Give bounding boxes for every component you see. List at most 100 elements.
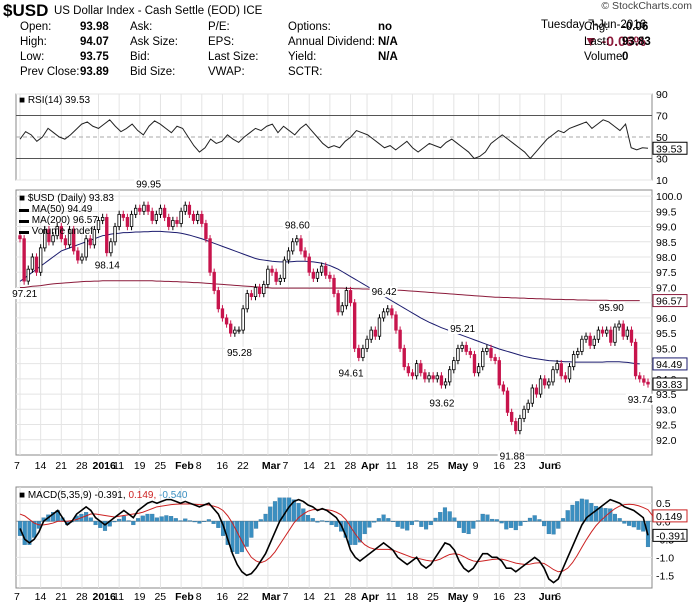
candle-body (133, 207, 138, 215)
candle (92, 225, 97, 249)
candle-body (109, 241, 113, 254)
macd-histogram-bar (258, 519, 263, 522)
candle-body (229, 323, 233, 334)
macd-histogram-bar (376, 518, 381, 522)
candle-body (361, 347, 365, 358)
candle (567, 363, 572, 383)
macd-histogram-bar (523, 521, 528, 522)
macd-histogram-bar (494, 519, 499, 522)
candle (629, 326, 634, 346)
candle (105, 213, 109, 257)
candle-body (92, 229, 97, 246)
candle-body (584, 335, 588, 340)
x-axis-label: 21 (55, 460, 67, 472)
quote-value: no (378, 21, 393, 33)
candle (72, 225, 76, 255)
price-annotation: 97.21 (10, 288, 39, 300)
x-axis-label: 16 (216, 460, 228, 472)
macd-histogram-bar (565, 510, 570, 522)
macd-legend: ■ MACD(5,35,9) -0.391, 0.149, -0.540 (19, 490, 188, 501)
candle-body (576, 351, 580, 355)
macd-histogram-bar (490, 518, 495, 522)
candle-body (154, 213, 159, 221)
quote-date: Tuesday 7-Jun-2016 (540, 19, 646, 31)
x-axis-label-bottom: Mar (262, 591, 281, 603)
candle-body (547, 381, 551, 386)
candle (369, 326, 373, 343)
candle-body (319, 265, 324, 273)
x-axis-label-bottom: 14 (35, 591, 47, 603)
candle-body (497, 360, 501, 386)
x-axis-label-bottom: 25 (154, 591, 166, 603)
quote-key: Prev Close: (20, 66, 80, 78)
macd-histogram-bar (102, 521, 108, 531)
quote-key: Low: (20, 51, 45, 63)
macd-histogram-bar (117, 518, 122, 522)
price-annotation-text: 96.42 (372, 287, 397, 298)
price-tag: 96.57 (652, 294, 688, 308)
quote-key: Open: (20, 21, 52, 33)
macd-histogram-bar (395, 521, 400, 527)
candle-body (125, 217, 130, 227)
candle-body (191, 213, 196, 221)
x-axis-label-bottom: 8 (196, 591, 202, 603)
candle (328, 271, 332, 282)
candle (493, 353, 497, 365)
rsi-ytick: 90 (656, 89, 668, 101)
price-annotation-text: 93.62 (429, 398, 454, 409)
x-axis-label: 19 (134, 460, 146, 472)
candle (348, 286, 353, 307)
price-annotation: 94.61 (336, 367, 365, 379)
macd-histogram-bar (485, 514, 490, 522)
x-axis-label-bottom: 21 (324, 591, 336, 603)
candle-body (121, 213, 125, 218)
price-annotation-bg (448, 322, 477, 334)
candle-body (220, 308, 225, 319)
candle (547, 378, 551, 389)
candle (584, 332, 588, 343)
macd-histogram-bar (551, 521, 556, 535)
quote-key: Yield: (288, 51, 317, 63)
price-ytick: 99.0 (656, 222, 677, 234)
candle (431, 372, 435, 383)
x-axis-label-bottom: 16 (216, 591, 228, 603)
candle (609, 326, 613, 346)
candle (509, 408, 514, 426)
candle-body (633, 341, 638, 377)
macd-histogram-bar (145, 513, 150, 522)
candle (340, 302, 344, 316)
price-annotation-text: 93.74 (628, 395, 653, 406)
symbol-title: $USD (3, 1, 49, 20)
candle-body (262, 284, 266, 294)
brand-watermark[interactable]: © StockCharts.com (601, 0, 692, 12)
macd-tag-box (652, 528, 688, 542)
quote-key: Annual Dividend: (288, 36, 375, 48)
candle-body (129, 213, 134, 227)
macd-histogram-bar (291, 499, 296, 522)
macd-histogram-bar (272, 501, 278, 522)
price-ytick: 96.0 (656, 313, 677, 325)
candle (390, 305, 394, 319)
x-axis-label: 14 (303, 460, 315, 472)
price-annotation: 91.88 (497, 450, 526, 462)
rsi-ytick: 30 (656, 154, 668, 166)
macd-histogram-bar (159, 516, 164, 522)
macd-histogram-bar (320, 520, 325, 522)
candle (551, 366, 555, 386)
candle (133, 204, 138, 219)
macd-histogram-bar (164, 515, 169, 522)
candle (489, 344, 493, 362)
candle (191, 210, 196, 225)
macd-histogram-bar (527, 517, 533, 522)
rsi-ytick: 10 (656, 175, 668, 187)
candle (522, 405, 526, 423)
macd-histogram-bar (93, 521, 98, 526)
macd-histogram-bar (282, 497, 287, 522)
candle-body (324, 265, 328, 276)
candle (295, 235, 299, 246)
candle (538, 375, 543, 398)
candle-body (84, 238, 88, 258)
candle (30, 253, 35, 273)
candle (237, 326, 241, 334)
macd-histogram-bar (206, 519, 211, 522)
